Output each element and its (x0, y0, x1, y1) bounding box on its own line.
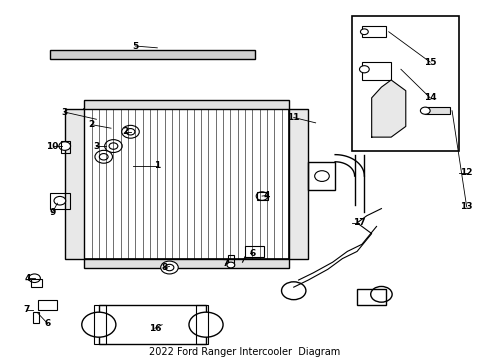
Circle shape (361, 29, 368, 35)
Bar (289, 109, 308, 258)
Text: 2022 Ford Ranger Intercooler  Diagram: 2022 Ford Ranger Intercooler Diagram (149, 347, 341, 357)
Bar (362, 26, 386, 37)
Text: 4: 4 (25, 274, 31, 283)
Circle shape (360, 66, 369, 73)
Text: 17: 17 (353, 219, 366, 228)
Bar (84, 258, 289, 267)
Bar (257, 192, 269, 201)
Circle shape (122, 125, 139, 138)
Text: 6: 6 (249, 249, 255, 258)
Text: 2: 2 (88, 120, 95, 129)
Circle shape (105, 140, 122, 153)
Text: 11: 11 (288, 113, 300, 122)
Bar (65, 109, 84, 258)
Bar (61, 141, 70, 153)
Text: 12: 12 (461, 168, 473, 177)
Circle shape (165, 264, 174, 271)
Text: 3: 3 (62, 108, 68, 117)
Bar (84, 109, 289, 258)
Circle shape (371, 287, 392, 302)
Circle shape (227, 262, 235, 268)
Circle shape (95, 150, 113, 163)
Bar (425, 108, 450, 114)
Bar (245, 246, 265, 257)
Bar (196, 305, 208, 344)
Polygon shape (372, 80, 406, 137)
Circle shape (99, 154, 108, 160)
Bar (84, 100, 289, 109)
Text: 8: 8 (162, 263, 168, 272)
Circle shape (29, 274, 40, 283)
Circle shape (161, 261, 178, 274)
Circle shape (126, 129, 135, 135)
Bar (38, 300, 57, 310)
Text: 14: 14 (424, 93, 437, 102)
Bar (352, 16, 460, 152)
Text: 15: 15 (424, 58, 437, 67)
Circle shape (256, 192, 268, 201)
Circle shape (59, 142, 71, 150)
Circle shape (282, 282, 306, 300)
Circle shape (189, 312, 223, 337)
Bar (50, 193, 70, 208)
Bar (94, 305, 106, 344)
Text: 3: 3 (93, 141, 99, 150)
Bar (30, 279, 42, 287)
Text: 13: 13 (461, 202, 473, 211)
Circle shape (109, 143, 118, 149)
Text: 1: 1 (154, 161, 160, 170)
Text: 4: 4 (264, 191, 270, 200)
Text: 7: 7 (24, 305, 30, 314)
Text: 10: 10 (47, 141, 59, 150)
Text: 7: 7 (222, 260, 229, 269)
Bar (33, 312, 39, 323)
Bar (50, 50, 255, 59)
Text: 5: 5 (132, 41, 139, 50)
Circle shape (82, 312, 116, 337)
Text: 2: 2 (122, 127, 129, 136)
Text: 6: 6 (45, 319, 51, 328)
Circle shape (420, 107, 430, 114)
Bar (362, 62, 391, 80)
Bar (228, 255, 234, 266)
Bar (308, 162, 335, 190)
Bar (357, 289, 386, 305)
Circle shape (315, 171, 329, 181)
Bar (99, 305, 206, 344)
Circle shape (54, 197, 66, 205)
Text: 16: 16 (148, 324, 161, 333)
Text: 9: 9 (49, 208, 56, 217)
